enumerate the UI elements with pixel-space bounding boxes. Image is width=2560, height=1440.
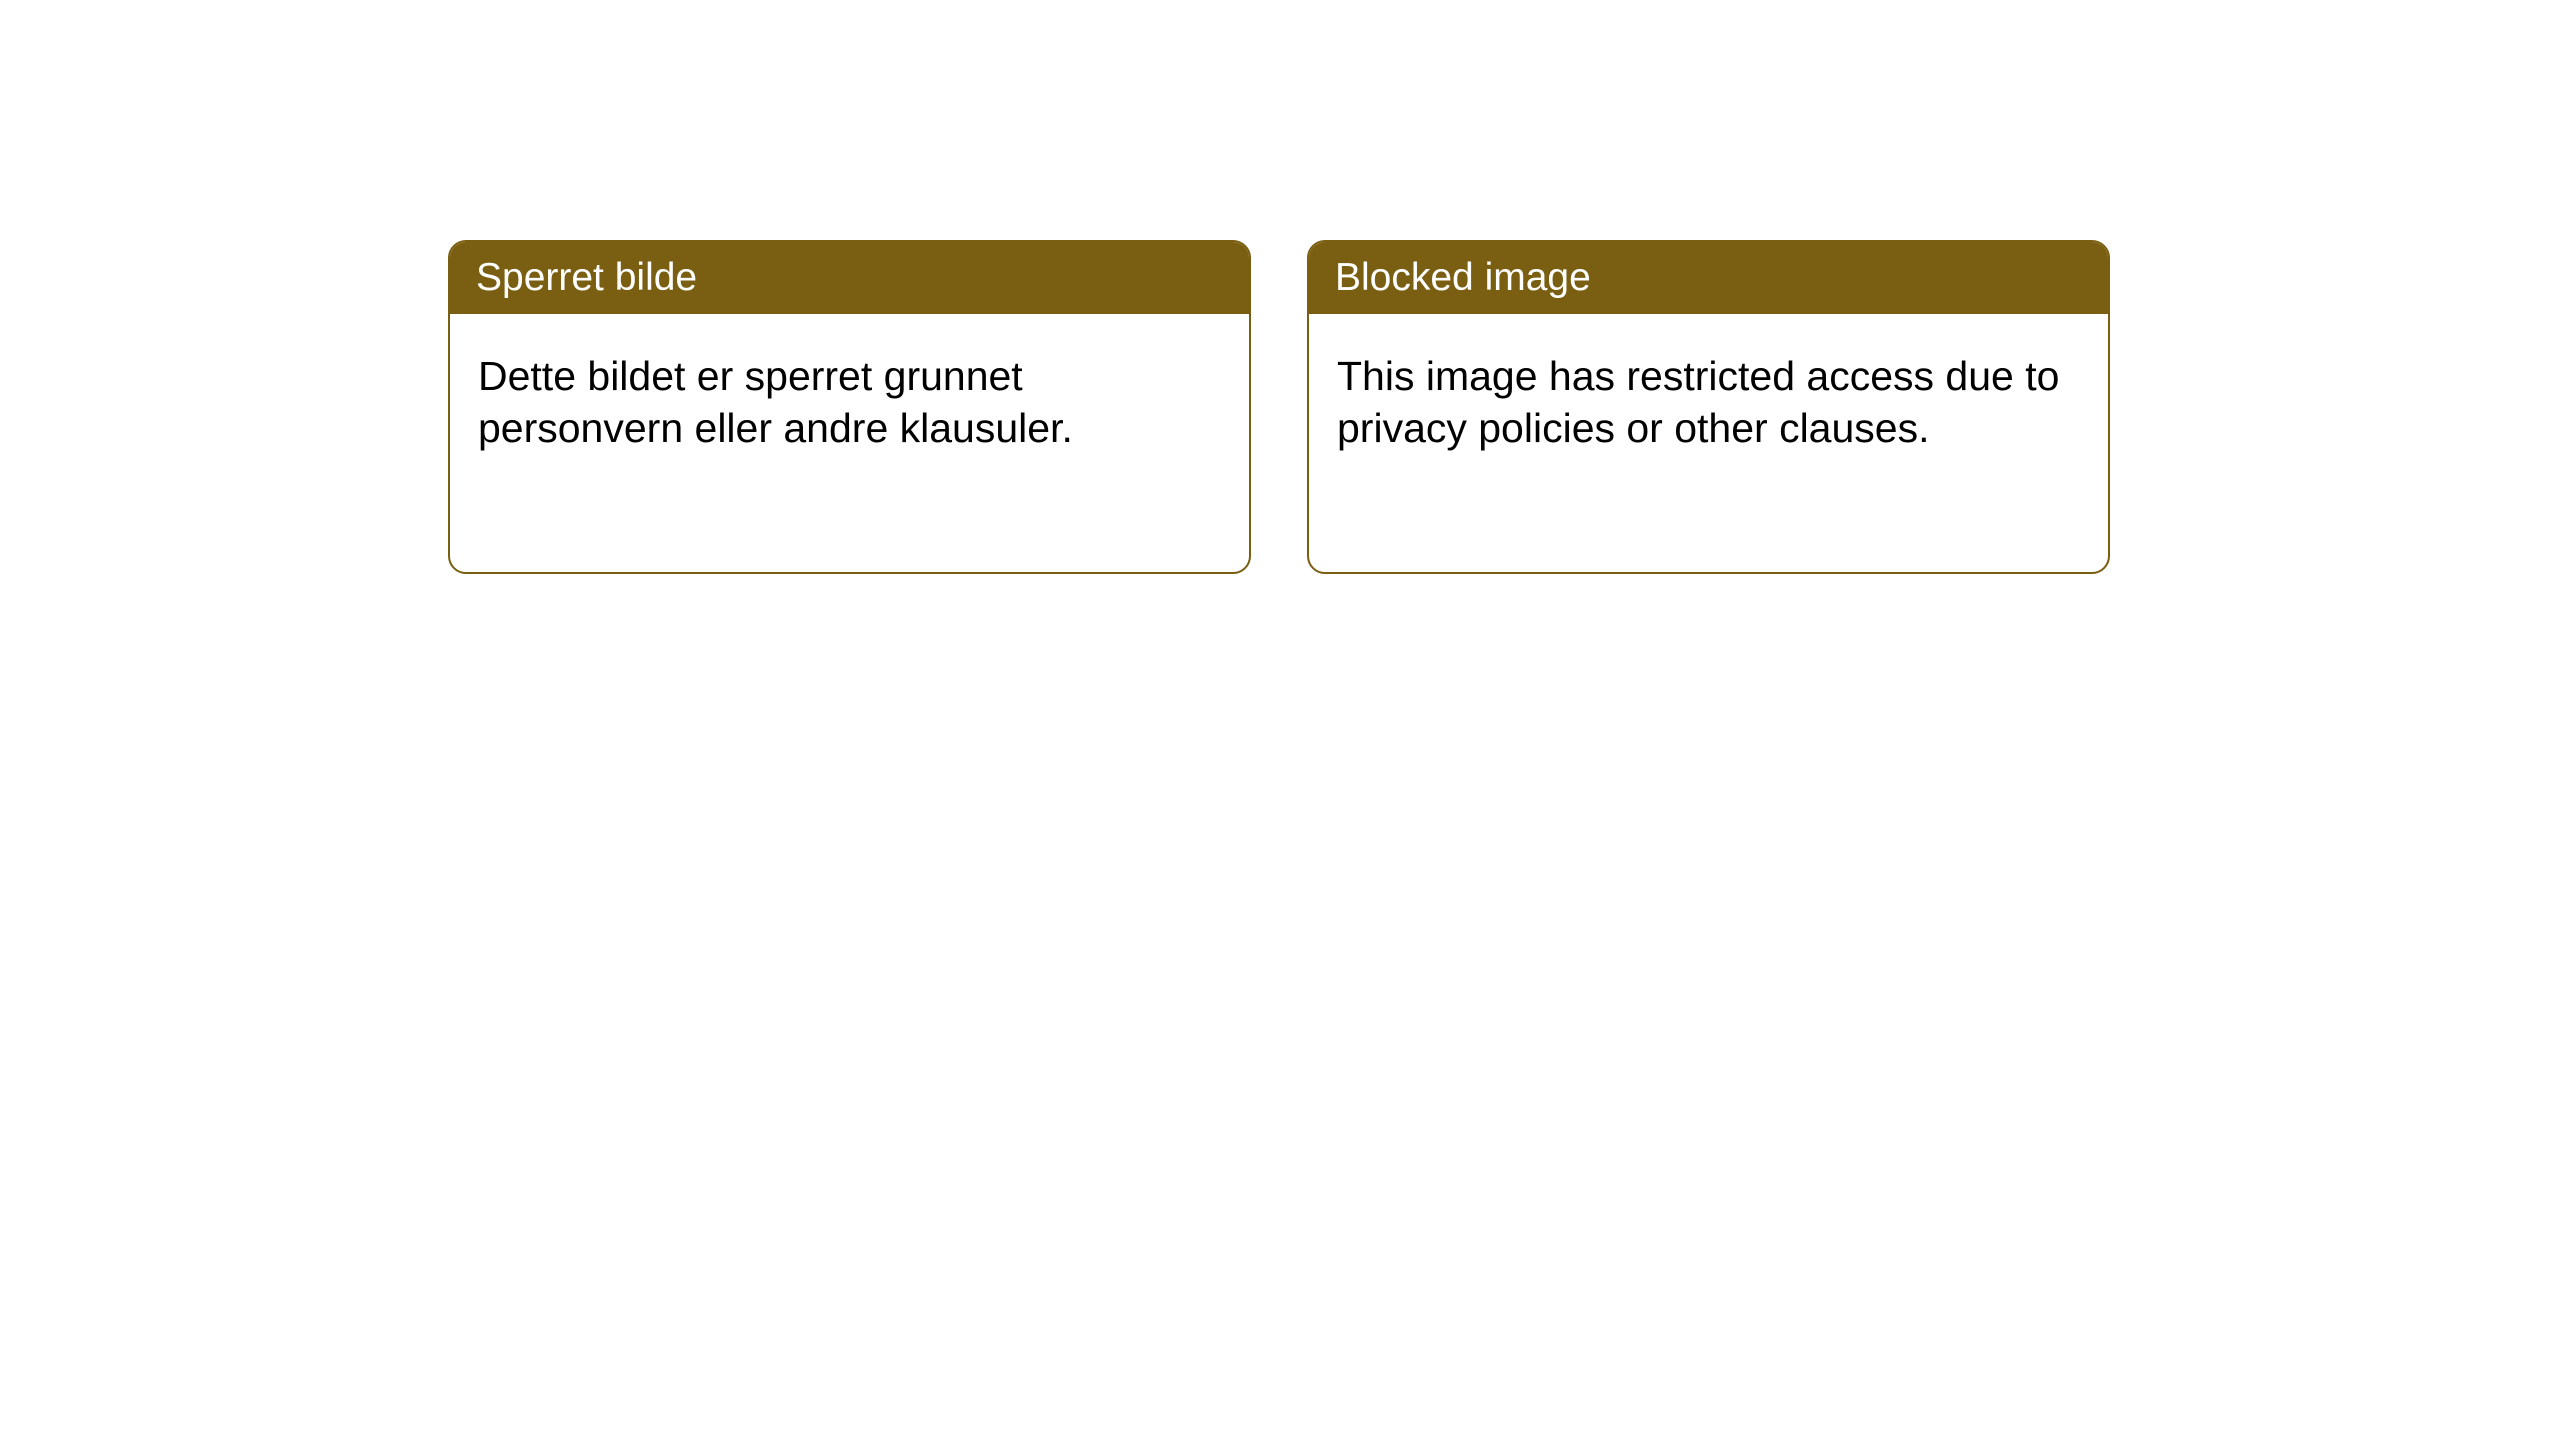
notice-title: Blocked image [1309, 242, 2108, 314]
notice-body: This image has restricted access due to … [1309, 314, 2108, 491]
notice-container: Sperret bilde Dette bildet er sperret gr… [0, 0, 2560, 574]
notice-body: Dette bildet er sperret grunnet personve… [450, 314, 1249, 491]
notice-card-english: Blocked image This image has restricted … [1307, 240, 2110, 574]
notice-card-norwegian: Sperret bilde Dette bildet er sperret gr… [448, 240, 1251, 574]
notice-title: Sperret bilde [450, 242, 1249, 314]
